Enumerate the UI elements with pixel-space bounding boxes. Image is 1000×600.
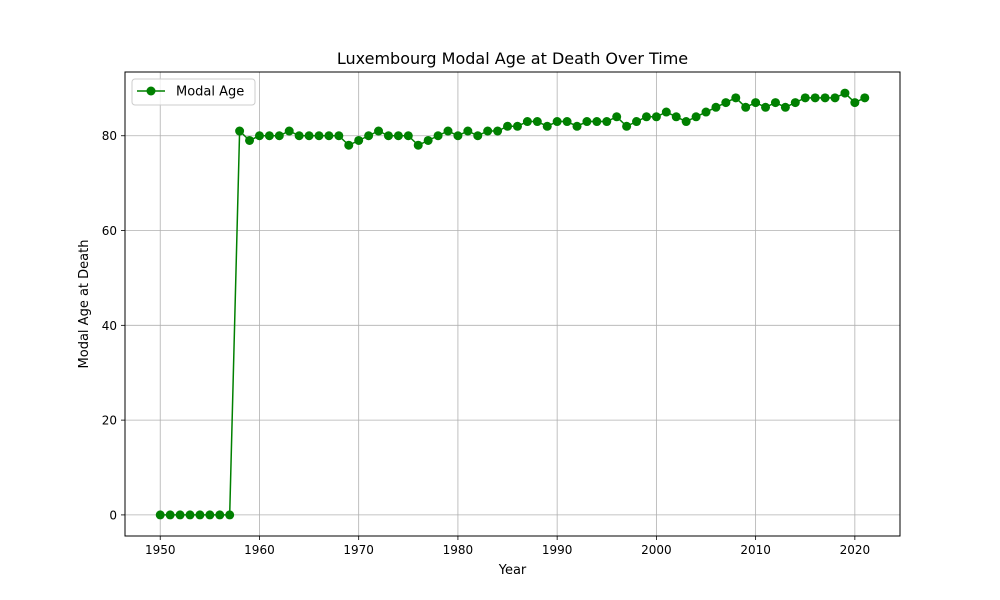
data-point [701, 107, 711, 117]
y-axis-label: Modal Age at Death [77, 240, 92, 369]
data-point [453, 131, 463, 141]
data-point [284, 126, 294, 136]
data-point [860, 93, 870, 103]
data-point [324, 131, 334, 141]
legend-box [131, 78, 256, 106]
data-point [622, 121, 632, 131]
data-point [473, 131, 483, 141]
data-point [632, 117, 642, 127]
data-point [612, 112, 622, 122]
data-point [503, 121, 513, 131]
data-point [314, 131, 324, 141]
data-point [850, 98, 860, 108]
x-tick-label: 1970 [343, 543, 374, 557]
data-point [175, 510, 185, 520]
data-point [770, 98, 780, 108]
data-point [254, 131, 264, 141]
data-point [602, 117, 612, 127]
axis-ticks: 1950 1960 1970 1980 1990 2000 2010 2020 0 20 40 60 8… [102, 129, 870, 557]
data-point [165, 510, 175, 520]
data-point [651, 112, 661, 122]
data-point [761, 102, 771, 112]
data-point [483, 126, 493, 136]
legend-marker [146, 86, 156, 96]
y-tick-label: 80 [102, 129, 117, 143]
x-axis-label: Year [498, 563, 527, 578]
data-point [413, 140, 423, 150]
data-point [522, 117, 532, 127]
data-point [532, 117, 542, 127]
x-tick-label: 2010 [740, 543, 771, 557]
data-point [294, 131, 304, 141]
data-point [830, 93, 840, 103]
series-line [160, 92, 866, 516]
data-point [423, 135, 433, 145]
data-point [751, 98, 761, 108]
chart-title: Luxembourg Modal Age at Death Over Time [337, 49, 688, 68]
x-tick-label: 1950 [145, 543, 176, 557]
data-point [562, 117, 572, 127]
data-point [245, 135, 255, 145]
legend-label: Modal Age [176, 85, 244, 100]
data-point [383, 131, 393, 141]
data-point [641, 112, 651, 122]
data-point [443, 126, 453, 136]
y-tick-label: 0 [109, 508, 117, 522]
grid [125, 72, 900, 536]
data-point [512, 121, 522, 131]
data-point [741, 102, 751, 112]
data-point [780, 102, 790, 112]
data-point [572, 121, 582, 131]
data-point [433, 131, 443, 141]
y-tick-label: 20 [102, 414, 117, 428]
data-point [552, 117, 562, 127]
plot-area [124, 71, 901, 537]
data-point [592, 117, 602, 127]
data-point [661, 107, 671, 117]
data-point [721, 98, 731, 108]
data-point [304, 131, 314, 141]
data-point [671, 112, 681, 122]
data-point [225, 510, 235, 520]
data-point [344, 140, 354, 150]
data-point [205, 510, 215, 520]
x-tick-label: 2020 [840, 543, 871, 557]
y-tick-label: 40 [102, 319, 117, 333]
data-point [542, 121, 552, 131]
data-point [493, 126, 503, 136]
data-point [354, 135, 364, 145]
data-point [691, 112, 701, 122]
y-tick-label: 60 [102, 224, 117, 238]
data-point [711, 102, 721, 112]
x-tick-label: 1980 [443, 543, 474, 557]
data-point [810, 93, 820, 103]
data-point [195, 510, 205, 520]
legend: Modal Age [131, 78, 256, 106]
data-point [840, 88, 850, 98]
data-point [820, 93, 830, 103]
data-point [681, 117, 691, 127]
data-point [790, 98, 800, 108]
data-point [800, 93, 810, 103]
data-point [185, 510, 195, 520]
x-tick-label: 1960 [244, 543, 275, 557]
data-point [364, 131, 374, 141]
data-point [155, 510, 165, 520]
data-point [334, 131, 344, 141]
data-point [215, 510, 225, 520]
series-modal-age [155, 88, 870, 520]
data-point [274, 131, 284, 141]
data-point [582, 117, 592, 127]
data-point [374, 126, 384, 136]
data-point [235, 126, 245, 136]
data-point [393, 131, 403, 141]
data-point [403, 131, 413, 141]
data-point [731, 93, 741, 103]
data-point [264, 131, 274, 141]
x-tick-label: 2000 [641, 543, 672, 557]
data-point [463, 126, 473, 136]
x-tick-label: 1990 [542, 543, 573, 557]
